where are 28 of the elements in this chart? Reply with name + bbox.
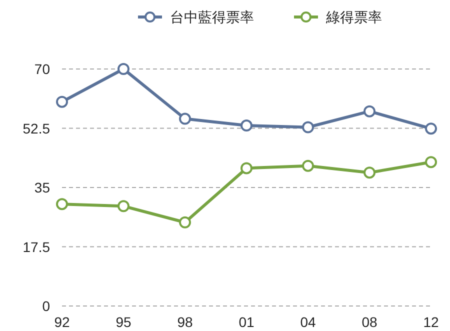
point xyxy=(179,112,191,125)
y-tick-label: 35 xyxy=(34,180,50,196)
y-tick-label: 0 xyxy=(42,298,50,314)
point xyxy=(56,96,68,108)
point xyxy=(118,200,130,212)
legend-label: 台中藍得票率 xyxy=(170,9,254,25)
x-tick-label: 01 xyxy=(238,314,254,330)
point xyxy=(364,105,376,118)
x-tick-label: 98 xyxy=(177,314,193,330)
x-tick-label: 04 xyxy=(300,314,316,330)
point xyxy=(118,63,130,75)
x-tick-label: 95 xyxy=(116,314,132,330)
point xyxy=(425,122,437,135)
point xyxy=(56,198,68,210)
x-tick-label: 08 xyxy=(362,314,378,330)
point xyxy=(425,156,437,168)
point xyxy=(364,166,376,179)
point xyxy=(240,120,252,132)
y-tick-label: 17.5 xyxy=(22,238,50,255)
point xyxy=(179,216,191,228)
x-tick-label: 12 xyxy=(423,314,439,330)
legend-label: 綠得票率 xyxy=(325,9,382,25)
x-tick-label: 92 xyxy=(54,314,70,330)
point xyxy=(302,160,314,172)
y-tick-label: 70 xyxy=(34,61,50,77)
y-tick-label: 52.5 xyxy=(22,120,50,136)
point xyxy=(240,162,252,174)
point xyxy=(302,121,314,134)
